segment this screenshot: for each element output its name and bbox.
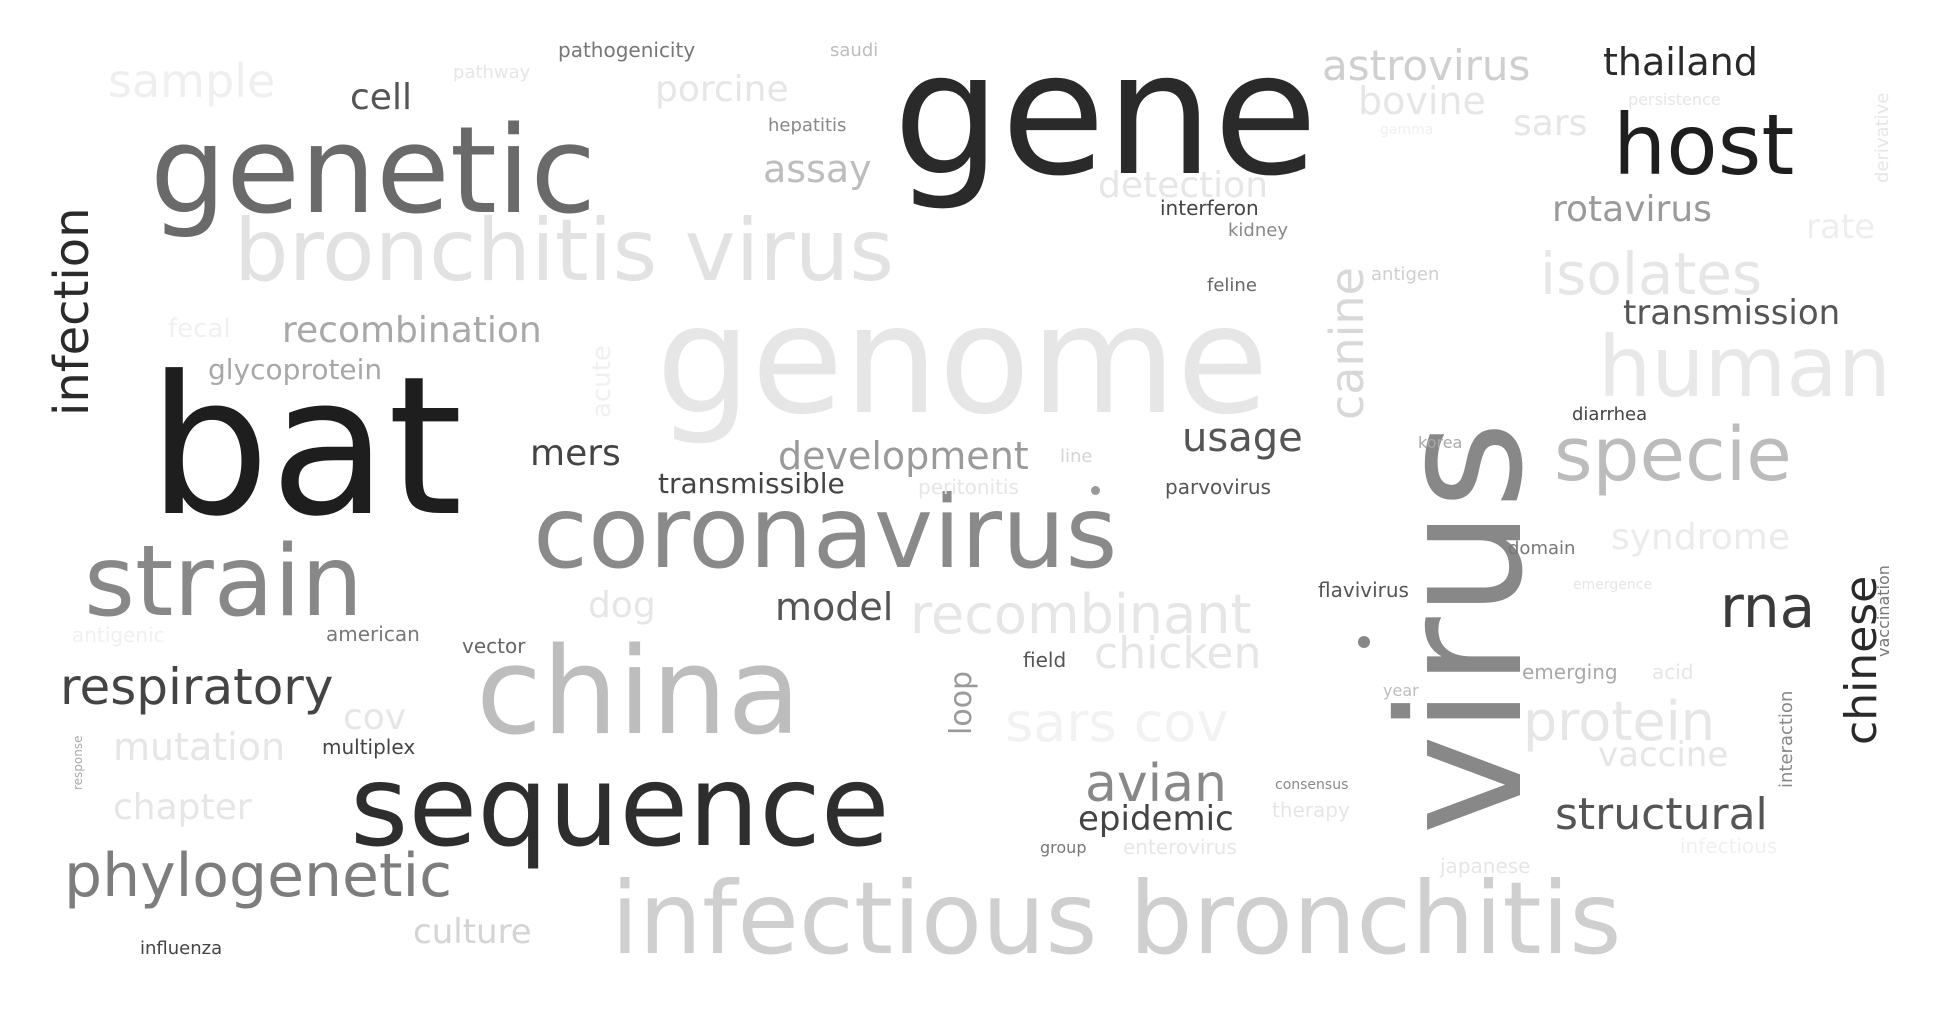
word-vaccine: vaccine	[1598, 735, 1729, 775]
word-multiplex: multiplex	[322, 735, 416, 759]
word-gene: gene	[893, 16, 1318, 214]
word-sample: sample	[108, 54, 276, 108]
word-antigenic: antigenic	[72, 623, 165, 647]
word-rate: rate	[1806, 207, 1876, 247]
word-emergence: emergence	[1573, 577, 1653, 593]
word-consensus: consensus	[1275, 777, 1349, 793]
word-year: year	[1383, 681, 1419, 700]
word-protein: protein	[1523, 690, 1715, 753]
word-virus: virus	[1363, 420, 1561, 835]
word-host: host	[1613, 96, 1795, 194]
word-response: response	[71, 735, 85, 790]
word-flavivirus: flavivirus	[1318, 578, 1409, 602]
word-isolates: isolates	[1540, 240, 1763, 308]
word-acute: acute	[587, 345, 617, 418]
word-mers: mers	[530, 433, 621, 474]
word-cov: cov	[343, 697, 407, 738]
word-syndrome: syndrome	[1611, 517, 1790, 558]
word-development: development	[778, 434, 1029, 478]
word-detection: detection	[1098, 165, 1269, 206]
word-antigen: antigen	[1371, 264, 1440, 285]
word-enterovirus: enterovirus	[1123, 835, 1237, 859]
word-specie: specie	[1554, 412, 1792, 498]
word-derivative: derivative	[1872, 92, 1893, 183]
word-parvovirus: parvovirus	[1165, 475, 1271, 499]
word-sequence: sequence	[350, 742, 890, 872]
word-avian: avian	[1085, 754, 1227, 814]
word-transmissible: transmissible	[658, 467, 845, 500]
word-infectious-bronchitis: infectious bronchitis	[611, 860, 1622, 977]
word-canine: canine	[1320, 267, 1374, 420]
word-strain: strain	[84, 525, 364, 639]
word-infection: infection	[44, 207, 100, 416]
word-cell: cell	[350, 77, 412, 118]
word-dog: dog	[588, 585, 656, 626]
word-model: model	[775, 585, 894, 629]
word-korea: korea	[1418, 433, 1463, 452]
word-gamma: gamma	[1380, 122, 1434, 138]
word-mutation: mutation	[113, 725, 286, 769]
word-infectious: infectious	[1680, 834, 1778, 858]
word-group: group	[1040, 838, 1087, 857]
word-structural: structural	[1555, 789, 1768, 840]
word-recombinant: recombinant	[910, 583, 1252, 646]
word-transmission: transmission	[1623, 293, 1841, 333]
word-persistence: persistence	[1628, 90, 1721, 109]
word-respiratory: respiratory	[60, 658, 334, 716]
word-interaction: interaction	[1776, 690, 1797, 788]
word-acid: acid	[1652, 660, 1694, 684]
word-genome: genome	[656, 274, 1269, 448]
word-glycoprotein: glycoprotein	[208, 353, 383, 386]
word-diarrhea: diarrhea	[1572, 404, 1648, 425]
word-feline: feline	[1207, 275, 1257, 296]
word-coronavirus: coronavirus	[533, 474, 1118, 591]
word-astrovirus: astrovirus	[1322, 41, 1531, 90]
word-pathway: pathway	[453, 62, 531, 83]
word-vaccination: vaccination	[1874, 565, 1893, 657]
dot-mark	[1091, 486, 1100, 495]
word-china: china	[476, 623, 801, 762]
word-thailand: thailand	[1603, 40, 1758, 84]
word-sars-cov: sars cov	[1005, 691, 1229, 754]
word-influenza: influenza	[140, 938, 223, 959]
word-human: human	[1598, 318, 1892, 416]
word-phylogenetic: phylogenetic	[64, 841, 453, 911]
word-assay: assay	[763, 147, 872, 191]
word-pathogenicity: pathogenicity	[558, 38, 696, 62]
word-saudi: saudi	[830, 40, 879, 61]
word-porcine: porcine	[655, 69, 789, 110]
word-loop: loop	[944, 670, 979, 735]
word-chicken: chicken	[1094, 628, 1262, 679]
word-peritonitis: peritonitis	[918, 475, 1019, 499]
word-fecal: fecal	[168, 314, 231, 344]
word-field: field	[1023, 648, 1067, 672]
word-rna: rna	[1720, 573, 1816, 641]
word-kidney: kidney	[1228, 220, 1288, 241]
word-american: american	[326, 622, 420, 646]
word-usage: usage	[1182, 415, 1303, 461]
word-epidemic: epidemic	[1078, 799, 1234, 839]
dot-mark	[1358, 636, 1370, 648]
word-domain: domain	[1508, 538, 1576, 559]
word-recombination: recombination	[282, 310, 542, 351]
word-genetic: genetic	[150, 102, 597, 241]
word-culture: culture	[413, 912, 532, 952]
word-line: line	[1060, 446, 1093, 467]
word-therapy: therapy	[1272, 798, 1350, 822]
word-sars: sars	[1513, 103, 1588, 144]
word-hepatitis: hepatitis	[768, 115, 847, 136]
word-japanese: japanese	[1440, 854, 1531, 878]
word-chapter: chapter	[113, 787, 252, 828]
word-rotavirus: rotavirus	[1552, 189, 1712, 230]
word-bovine: bovine	[1358, 79, 1486, 123]
word-emerging: emerging	[1522, 660, 1618, 684]
word-bat: bat	[148, 336, 463, 559]
word-interferon: interferon	[1160, 196, 1259, 220]
word-bronchitis-virus: bronchitis virus	[234, 201, 895, 301]
word-vector: vector	[462, 634, 526, 658]
